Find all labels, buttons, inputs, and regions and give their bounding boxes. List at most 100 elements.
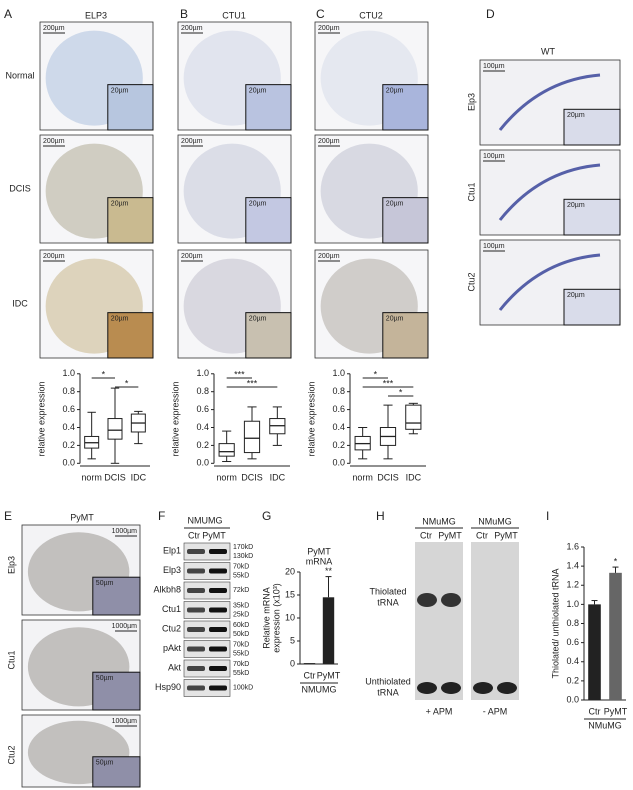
inset-scale-label: 20µm — [111, 87, 129, 94]
inset — [92, 756, 141, 788]
inset — [245, 197, 292, 244]
blot — [183, 659, 231, 678]
treatment: + APM — [426, 706, 453, 716]
inset — [92, 576, 141, 616]
x-tick-label: DCIS — [241, 472, 263, 482]
bar — [609, 572, 622, 700]
blot — [183, 542, 231, 561]
band — [187, 588, 205, 593]
inset-scale-label: 20µm — [567, 112, 585, 119]
inset — [92, 671, 141, 711]
band — [209, 685, 227, 691]
group-label: NMuMG — [588, 720, 622, 730]
vessel — [498, 73, 601, 131]
cell-line: NMuMG — [478, 516, 512, 526]
panel-label: H — [376, 509, 385, 523]
lane-label: PyMT — [202, 530, 226, 540]
panel-label: A — [4, 7, 12, 21]
blot — [183, 581, 231, 600]
inset-scale-label: 20µm — [386, 87, 404, 94]
inset — [382, 312, 429, 359]
blot — [183, 620, 231, 639]
band-label: tRNA — [377, 597, 399, 607]
y-axis-label: relative expression — [36, 381, 46, 456]
row-label: Ctu1 — [466, 182, 476, 201]
y-tick-label: 0.2 — [62, 440, 75, 450]
band — [441, 682, 461, 694]
band — [187, 627, 205, 632]
y-tick-label: 0 — [290, 658, 295, 668]
inset-scale-label: 20µm — [111, 200, 129, 207]
scale-label: 200µm — [43, 25, 65, 32]
y-tick-label: 10 — [285, 612, 295, 622]
inset — [107, 197, 154, 244]
x-tick-label: norm — [216, 472, 237, 482]
y-tick-label: 0.0 — [332, 458, 345, 468]
bar — [588, 604, 601, 700]
band-label: Thiolated — [369, 586, 406, 596]
box — [243, 420, 261, 454]
scale-label: 100µm — [483, 63, 505, 70]
marker-label: 70kD — [233, 641, 249, 648]
significance: *** — [383, 378, 394, 388]
inset — [245, 312, 292, 359]
inset — [563, 198, 621, 236]
column-title: ELP3 — [85, 10, 107, 20]
scale-label: 1000µm — [112, 623, 138, 630]
x-tick-label: DCIS — [377, 472, 399, 482]
significance: * — [399, 387, 403, 397]
row-label: DCIS — [9, 183, 31, 193]
x-tick-label: PyMT — [604, 706, 628, 716]
band — [187, 568, 205, 574]
y-tick-label: 1.4 — [566, 561, 579, 571]
inset-scale-label: 50µm — [96, 760, 114, 767]
band — [417, 593, 437, 607]
y-tick-label: 0.4 — [332, 422, 345, 432]
box — [218, 443, 235, 457]
y-axis-label: relative expression — [306, 381, 316, 456]
panel-title: PyMT — [70, 512, 94, 522]
y-tick-label: 15 — [285, 589, 295, 599]
protein-label: Elp3 — [163, 565, 181, 575]
scale-label: 200µm — [318, 25, 340, 32]
marker-label: 35kD — [233, 602, 249, 609]
band — [209, 588, 227, 593]
blot — [183, 640, 231, 658]
chart-title: PyMT — [307, 546, 331, 556]
band — [187, 646, 205, 652]
y-tick-label: 5 — [290, 635, 295, 645]
blot — [471, 542, 519, 700]
y-axis-label: Thiolated/ unthiolated tRNA — [550, 568, 560, 678]
x-tick-label: DCIS — [104, 472, 126, 482]
protein-label: pAkt — [163, 643, 182, 653]
row-label: IDC — [12, 298, 28, 308]
protein-label: Alkbh8 — [153, 584, 181, 594]
vessel — [498, 253, 601, 311]
scale-label: 200µm — [318, 253, 340, 260]
lane-label: PyMT — [438, 530, 462, 540]
significance: ** — [325, 566, 333, 576]
y-tick-label: 0.6 — [332, 404, 345, 414]
x-tick-label: IDC — [270, 472, 286, 482]
lane-label: Ctr — [420, 530, 432, 540]
marker-label: 55kD — [233, 572, 249, 579]
lane-label: PyMT — [494, 530, 518, 540]
row-label: Ctu2 — [6, 745, 16, 764]
box — [405, 404, 422, 430]
marker-label: 72kD — [233, 587, 249, 594]
y-tick-label: 0.8 — [62, 386, 75, 396]
scale-label: 200µm — [43, 138, 65, 145]
inset-scale-label: 50µm — [96, 580, 114, 587]
y-tick-label: 0.6 — [566, 637, 579, 647]
y-tick-label: 0.8 — [566, 618, 579, 628]
band-label: Unthiolated — [365, 676, 411, 686]
band — [473, 682, 493, 694]
y-tick-label: 1.2 — [566, 580, 579, 590]
inset-scale-label: 20µm — [386, 315, 404, 322]
y-tick-label: 1.6 — [566, 541, 579, 551]
significance: * — [102, 369, 106, 379]
y-tick-label: 0.8 — [332, 386, 345, 396]
marker-label: 70kD — [233, 661, 249, 668]
protein-label: Akt — [168, 662, 182, 672]
